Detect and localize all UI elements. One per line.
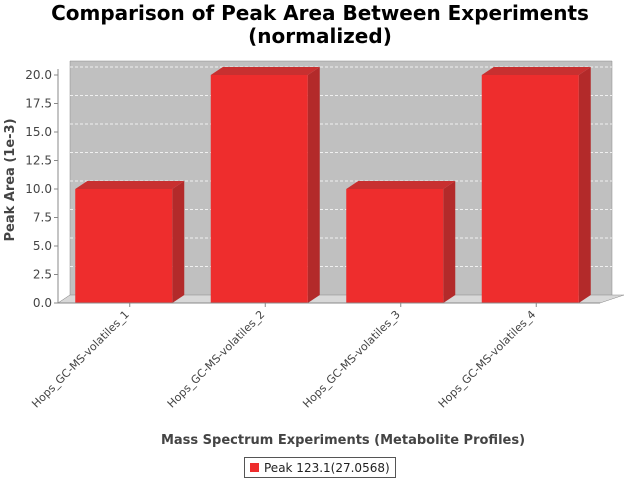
- y-tick-label: 7.5: [33, 211, 52, 225]
- bars: [75, 67, 591, 303]
- y-tick-label: 5.0: [33, 239, 52, 253]
- bar: [346, 189, 444, 303]
- y-axis: 0.0 2.5 5.0 7.5 10.0 12.5 15.0 17.5 20.0: [25, 68, 59, 310]
- y-tick-label: 20.0: [25, 68, 52, 82]
- bar-side: [443, 181, 456, 303]
- plot-area: [57, 60, 625, 304]
- x-axis: Hops_GC-MS-volatiles_1 Hops_GC-MS-volatil…: [29, 302, 600, 411]
- bar-top: [481, 67, 591, 75]
- chart-title-line-2: (normalized): [248, 24, 392, 48]
- y-tick-label: 17.5: [25, 97, 52, 111]
- legend-label: Peak 123.1(27.0568): [264, 460, 390, 475]
- y-tick-label: 2.5: [33, 268, 52, 282]
- x-axis-label: Mass Spectrum Experiments (Metabolite Pr…: [161, 433, 525, 448]
- x-tick-label: Hops_GC-MS-volatiles_1: [29, 308, 132, 411]
- bar-top: [75, 181, 185, 189]
- y-tick-label: 0.0: [33, 296, 52, 310]
- chart-title: Comparison of Peak Area Between Experime…: [0, 2, 640, 48]
- legend-swatch: [250, 463, 259, 472]
- bar: [481, 75, 579, 303]
- bar: [75, 189, 173, 303]
- bar-side: [307, 67, 320, 303]
- y-axis-label: Peak Area (1e-3): [3, 118, 18, 241]
- bar-side: [172, 181, 185, 303]
- y-tick-label: 10.0: [25, 182, 52, 196]
- x-tick-label: Hops_GC-MS-volatiles_3: [300, 308, 403, 411]
- x-tick-label: Hops_GC-MS-volatiles_2: [165, 308, 268, 411]
- y-tick-label: 15.0: [25, 125, 52, 139]
- y-tick-label: 12.5: [25, 154, 52, 168]
- bar-side: [578, 67, 591, 303]
- x-tick-label: Hops_GC-MS-volatiles_4: [436, 308, 539, 411]
- legend: Peak 123.1(27.0568): [244, 457, 396, 478]
- bar-top: [346, 181, 456, 189]
- bar-top: [210, 67, 320, 75]
- bar: [210, 75, 308, 303]
- chart-title-line-1: Comparison of Peak Area Between Experime…: [51, 1, 589, 25]
